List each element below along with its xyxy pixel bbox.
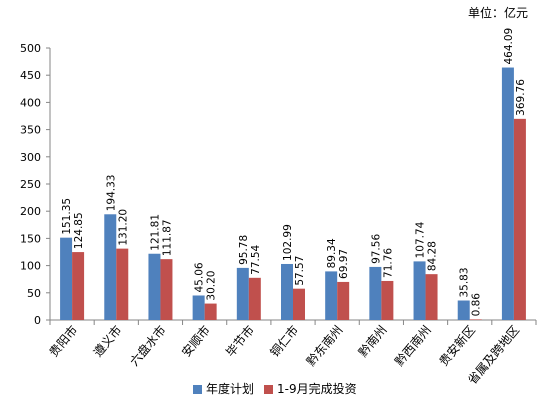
- data-label: 97.56: [370, 234, 382, 264]
- category-label: 贵阳市: [46, 322, 81, 359]
- bar-completed: [72, 252, 85, 320]
- bar-plan: [192, 295, 205, 320]
- y-tick-label: 400: [20, 96, 41, 109]
- legend-swatch: [264, 385, 273, 394]
- category-label: 黔东南州: [303, 322, 345, 368]
- data-label: 84.28: [427, 241, 439, 271]
- legend-swatch: [193, 385, 202, 394]
- bar-completed: [337, 281, 350, 320]
- bar-plan: [148, 253, 161, 320]
- data-label: 95.78: [238, 235, 250, 265]
- data-label: 131.20: [117, 209, 129, 246]
- category-label: 铜仁市: [267, 322, 302, 359]
- bar-completed: [204, 303, 217, 320]
- bar-plan: [457, 300, 470, 320]
- category-label: 六盘水市: [126, 322, 168, 368]
- category-label: 安顺市: [178, 322, 213, 359]
- category-label: 遵义市: [90, 322, 125, 359]
- data-label: 369.76: [515, 79, 527, 116]
- bar-plan: [325, 271, 338, 320]
- bar-completed: [293, 288, 305, 320]
- y-tick-label: 350: [20, 124, 41, 137]
- unit-label: 单位：亿元: [467, 6, 528, 20]
- y-tick-label: 250: [20, 178, 41, 191]
- bar-completed: [248, 277, 261, 320]
- bar-completed: [381, 280, 394, 320]
- y-tick-label: 300: [20, 151, 41, 164]
- data-label: 102.99: [282, 224, 294, 261]
- bar-completed: [425, 274, 438, 320]
- data-label: 71.76: [382, 248, 394, 278]
- bar-plan: [236, 267, 249, 320]
- data-label: 121.81: [149, 214, 161, 251]
- data-label: 107.74: [415, 221, 427, 258]
- y-tick-label: 200: [20, 205, 41, 218]
- data-label: 0.86: [471, 293, 483, 317]
- y-tick-label: 0: [34, 314, 41, 327]
- y-tick-label: 100: [20, 260, 41, 273]
- data-label: 30.20: [206, 271, 218, 301]
- data-label: 111.87: [161, 219, 173, 256]
- data-label: 89.34: [326, 238, 338, 268]
- data-label: 151.35: [61, 198, 73, 235]
- bar-completed: [160, 259, 173, 320]
- category-label: 黔西南州: [391, 322, 433, 368]
- legend-label: 年度计划: [206, 381, 254, 396]
- bar-plan: [104, 214, 117, 320]
- data-label: 57.57: [294, 256, 306, 286]
- category-label: 毕节市: [222, 322, 257, 359]
- data-label: 45.06: [194, 262, 206, 292]
- bar-plan: [281, 263, 293, 320]
- y-tick-label: 450: [20, 69, 41, 82]
- bar-plan: [369, 266, 382, 320]
- data-label: 124.85: [73, 212, 85, 249]
- y-tick-label: 50: [27, 287, 41, 300]
- bar-plan: [60, 237, 73, 320]
- y-tick-label: 150: [20, 232, 41, 245]
- bar-completed: [469, 319, 482, 320]
- category-label: 黔南州: [355, 322, 390, 359]
- legend-label: 1-9月完成投资: [277, 381, 357, 396]
- bar-plan: [501, 67, 514, 321]
- bar-completed: [513, 118, 526, 321]
- data-label: 69.97: [338, 249, 350, 279]
- data-label: 77.54: [250, 244, 262, 274]
- bar-completed: [116, 248, 129, 320]
- data-label: 464.09: [503, 28, 515, 65]
- y-tick-label: 500: [20, 42, 41, 55]
- data-label: 194.33: [105, 175, 117, 212]
- data-label: 35.83: [459, 267, 471, 297]
- bar-plan: [413, 261, 426, 320]
- category-label: 贵安新区: [436, 322, 478, 368]
